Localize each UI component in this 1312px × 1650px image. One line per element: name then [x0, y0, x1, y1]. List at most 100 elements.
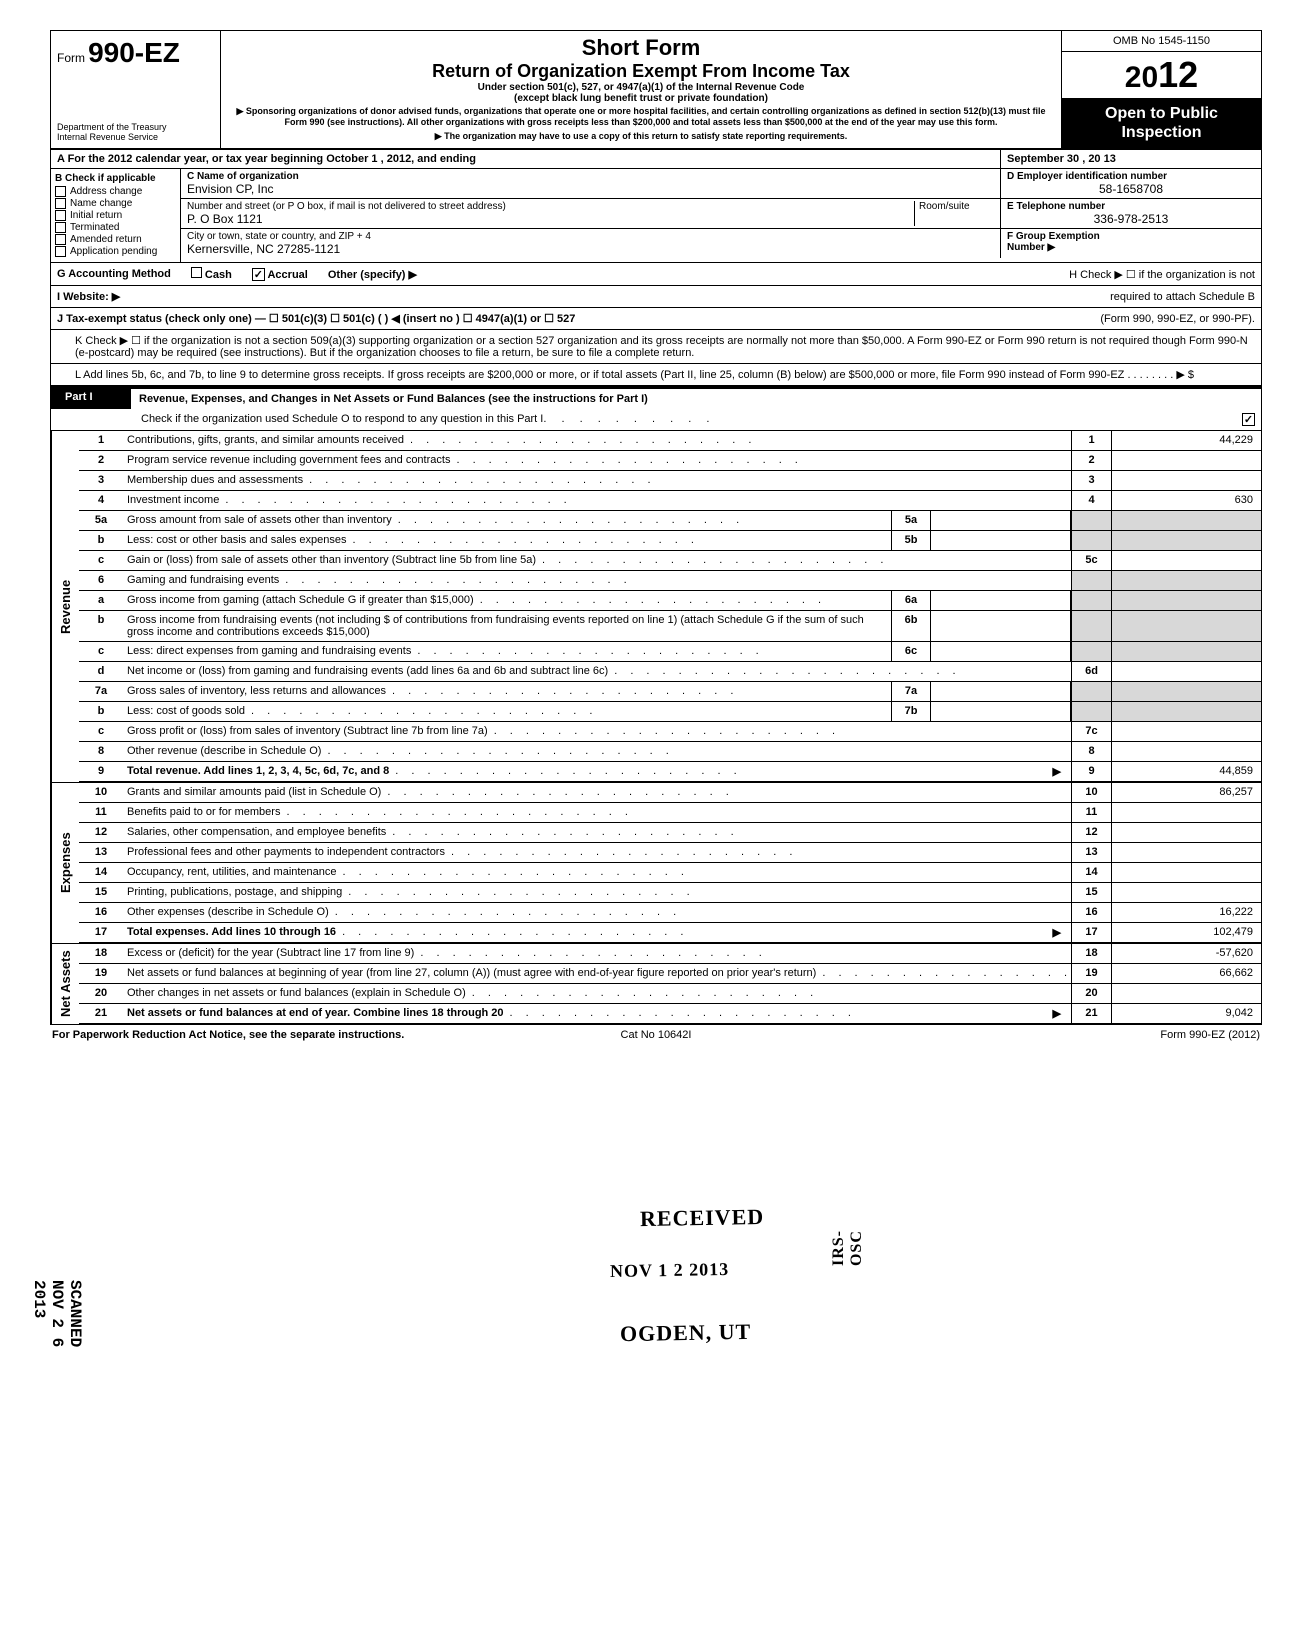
line-c: cGross profit or (loss) from sales of in…	[79, 722, 1261, 742]
line-desc: Gaming and fundraising events . . . . . …	[123, 571, 1071, 590]
end-line-val[interactable]	[1111, 823, 1261, 842]
end-line-val[interactable]	[1111, 471, 1261, 490]
line-13: 13Professional fees and other payments t…	[79, 843, 1261, 863]
satisfy-note: ▶ The organization may have to use a cop…	[231, 131, 1051, 142]
line-desc: Contributions, gifts, grants, and simila…	[123, 431, 1071, 450]
end-shaded-val	[1111, 642, 1261, 661]
revenue-section: Revenue 1Contributions, gifts, grants, a…	[51, 431, 1261, 782]
line-number: b	[79, 611, 123, 641]
line-number: 11	[79, 803, 123, 822]
other-specify: Other (specify) ▶	[328, 268, 417, 281]
line-12: 12Salaries, other compensation, and empl…	[79, 823, 1261, 843]
end-line-val[interactable]: 44,859	[1111, 762, 1261, 781]
end-line-val[interactable]	[1111, 863, 1261, 882]
end-line-val[interactable]: 16,222	[1111, 903, 1261, 922]
chk-pending[interactable]: Application pending	[55, 246, 176, 257]
line-1: 1Contributions, gifts, grants, and simil…	[79, 431, 1261, 451]
line-desc: Gross sales of inventory, less returns a…	[123, 682, 891, 701]
chk-initial-return[interactable]: Initial return	[55, 210, 176, 221]
mid-line-no: 5a	[891, 511, 931, 530]
end-line-val[interactable]	[1111, 551, 1261, 570]
end-shaded	[1071, 531, 1111, 550]
stamp-received: RECEIVED	[640, 1204, 765, 1232]
end-line-no: 14	[1071, 863, 1111, 882]
line-desc: Other expenses (describe in Schedule O) …	[123, 903, 1071, 922]
chk-schedule-o[interactable]: ✓	[1242, 413, 1255, 426]
dept-treasury: Department of the Treasury Internal Reve…	[57, 122, 214, 142]
c-org-name: C Name of organization Envision CP, Inc	[181, 169, 1001, 198]
mid-line-val[interactable]	[931, 682, 1071, 701]
line-number: 18	[79, 944, 123, 963]
end-line-no: 16	[1071, 903, 1111, 922]
line-number: 7a	[79, 682, 123, 701]
line-20: 20Other changes in net assets or fund ba…	[79, 984, 1261, 1004]
line-desc: Net assets or fund balances at beginning…	[123, 964, 1071, 983]
mid-line-no: 5b	[891, 531, 931, 550]
line-number: c	[79, 551, 123, 570]
end-line-val[interactable]	[1111, 843, 1261, 862]
end-line-no: 2	[1071, 451, 1111, 470]
arrow-icon: ▶	[1047, 765, 1067, 778]
end-line-no: 20	[1071, 984, 1111, 1003]
mid-line-val[interactable]	[931, 702, 1071, 721]
title-return: Return of Organization Exempt From Incom…	[231, 61, 1051, 82]
line-11: 11Benefits paid to or for members . . . …	[79, 803, 1261, 823]
line-number: 17	[79, 923, 123, 942]
chk-amended[interactable]: Amended return	[55, 234, 176, 245]
col-b-checkboxes: B Check if applicable Address change Nam…	[51, 169, 181, 262]
end-line-val[interactable]	[1111, 984, 1261, 1003]
line-15: 15Printing, publications, postage, and s…	[79, 883, 1261, 903]
end-line-val[interactable]: 630	[1111, 491, 1261, 510]
section-b-through-f: B Check if applicable Address change Nam…	[51, 169, 1261, 263]
fineprint: ▶ Sponsoring organizations of donor advi…	[231, 106, 1051, 129]
chk-accrual[interactable]: ✓ Accrual	[252, 268, 308, 281]
end-line-val[interactable]	[1111, 803, 1261, 822]
chk-address-change[interactable]: Address change	[55, 186, 176, 197]
end-line-val[interactable]: -57,620	[1111, 944, 1261, 963]
end-line-val[interactable]	[1111, 883, 1261, 902]
end-line-val[interactable]	[1111, 662, 1261, 681]
chk-terminated[interactable]: Terminated	[55, 222, 176, 233]
mid-line-val[interactable]	[931, 591, 1071, 610]
line-8: 8Other revenue (describe in Schedule O) …	[79, 742, 1261, 762]
end-shaded	[1071, 702, 1111, 721]
stamp-irs-osc: IRS-OSC	[830, 1230, 866, 1266]
end-shaded	[1071, 591, 1111, 610]
line-number: 10	[79, 783, 123, 802]
col-cdef: C Name of organization Envision CP, Inc …	[181, 169, 1261, 262]
line-desc: Professional fees and other payments to …	[123, 843, 1071, 862]
title-short-form: Short Form	[231, 35, 1051, 61]
mid-line-val[interactable]	[931, 611, 1071, 641]
end-line-val[interactable]: 44,229	[1111, 431, 1261, 450]
end-line-val[interactable]	[1111, 722, 1261, 741]
end-line-val[interactable]: 86,257	[1111, 783, 1261, 802]
mid-line-val[interactable]	[931, 511, 1071, 530]
line-desc: Salaries, other compensation, and employ…	[123, 823, 1071, 842]
line-desc: Net assets or fund balances at end of ye…	[123, 1004, 1071, 1023]
arrow-icon: ▶	[1047, 1007, 1067, 1020]
chk-cash[interactable]: Cash	[191, 267, 232, 281]
mid-line-no: 6a	[891, 591, 931, 610]
mid-line-val[interactable]	[931, 642, 1071, 661]
end-line-val[interactable]: 102,479	[1111, 923, 1261, 942]
line-5a: 5aGross amount from sale of assets other…	[79, 511, 1261, 531]
chk-name-change[interactable]: Name change	[55, 198, 176, 209]
end-line-no: 7c	[1071, 722, 1111, 741]
line-2: 2Program service revenue including gover…	[79, 451, 1261, 471]
line-a: aGross income from gaming (attach Schedu…	[79, 591, 1261, 611]
end-line-no: 9	[1071, 762, 1111, 781]
net-assets-section: Net Assets 18Excess or (deficit) for the…	[51, 943, 1261, 1024]
end-line-val[interactable]	[1111, 451, 1261, 470]
end-line-val[interactable]: 66,662	[1111, 964, 1261, 983]
mid-line-val[interactable]	[931, 531, 1071, 550]
line-desc: Less: cost or other basis and sales expe…	[123, 531, 891, 550]
line-number: 8	[79, 742, 123, 761]
end-line-val[interactable]	[1111, 742, 1261, 761]
line-4: 4Investment income . . . . . . . . . . .…	[79, 491, 1261, 511]
end-line-val[interactable]: 9,042	[1111, 1004, 1261, 1023]
line-b: bGross income from fundraising events (n…	[79, 611, 1261, 642]
line-desc: Printing, publications, postage, and shi…	[123, 883, 1071, 902]
line-number: 3	[79, 471, 123, 490]
end-line-no: 10	[1071, 783, 1111, 802]
room-suite: Room/suite	[914, 201, 994, 226]
